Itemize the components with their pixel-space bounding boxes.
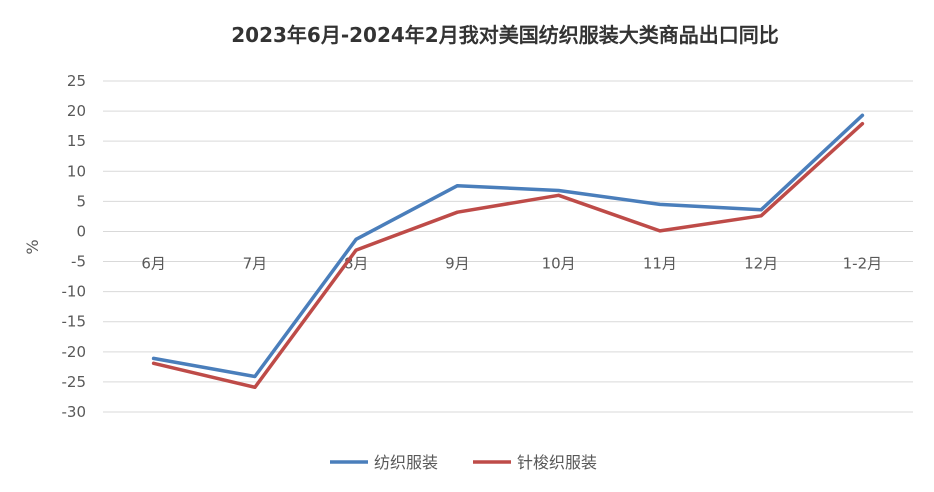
data-point xyxy=(658,229,662,233)
y-tick-label: 20 xyxy=(67,102,86,120)
x-tick-label: 12月 xyxy=(744,254,778,272)
x-axis-ticks: 6月 7月 8月 9月 10月 11月 12月 1-2月 xyxy=(141,254,882,272)
y-axis-ticks: 25 20 15 10 5 0 -5 -10 -15 -20 -25 -30 xyxy=(62,72,87,421)
data-point xyxy=(152,356,156,360)
y-tick-label: -20 xyxy=(62,343,87,361)
series-line-1 xyxy=(151,121,865,390)
data-point xyxy=(253,374,257,378)
y-tick-label: 0 xyxy=(76,222,86,240)
x-tick-label: 6月 xyxy=(141,254,166,272)
data-point xyxy=(455,210,459,214)
data-point xyxy=(658,202,662,206)
x-tick-label: 9月 xyxy=(445,254,470,272)
y-tick-label: -5 xyxy=(71,253,86,271)
y-tick-label: -25 xyxy=(62,373,87,391)
data-point xyxy=(860,113,864,117)
y-tick-label: -15 xyxy=(62,313,87,331)
data-point xyxy=(860,122,864,126)
x-tick-label: 1-2月 xyxy=(843,254,883,272)
data-point xyxy=(759,214,763,218)
y-tick-label: 5 xyxy=(76,192,86,210)
chart-title: 2023年6月-2024年2月我对美国纺织服装大类商品出口同比 xyxy=(231,23,778,47)
y-tick-label: 10 xyxy=(67,162,86,180)
legend-label: 纺织服装 xyxy=(374,453,438,472)
series-line-0 xyxy=(151,113,865,379)
data-point xyxy=(557,189,561,193)
x-tick-label: 10月 xyxy=(542,254,576,272)
data-point xyxy=(759,208,763,212)
y-tick-label: 25 xyxy=(67,72,86,90)
x-tick-label: 7月 xyxy=(243,254,268,272)
data-point xyxy=(253,385,257,389)
series-lines xyxy=(151,113,865,390)
gridlines xyxy=(103,80,913,413)
data-point xyxy=(354,237,358,241)
data-point xyxy=(557,193,561,197)
y-axis-label: % xyxy=(23,239,42,254)
y-tick-label: 15 xyxy=(67,132,86,150)
data-point xyxy=(152,361,156,365)
x-tick-label: 11月 xyxy=(643,254,677,272)
legend: 纺织服装 针梭织服装 xyxy=(330,453,597,472)
y-tick-label: -30 xyxy=(62,403,87,421)
data-point xyxy=(354,248,358,252)
y-tick-label: -10 xyxy=(62,283,87,301)
data-point xyxy=(455,184,459,188)
legend-label: 针梭织服装 xyxy=(517,453,597,472)
